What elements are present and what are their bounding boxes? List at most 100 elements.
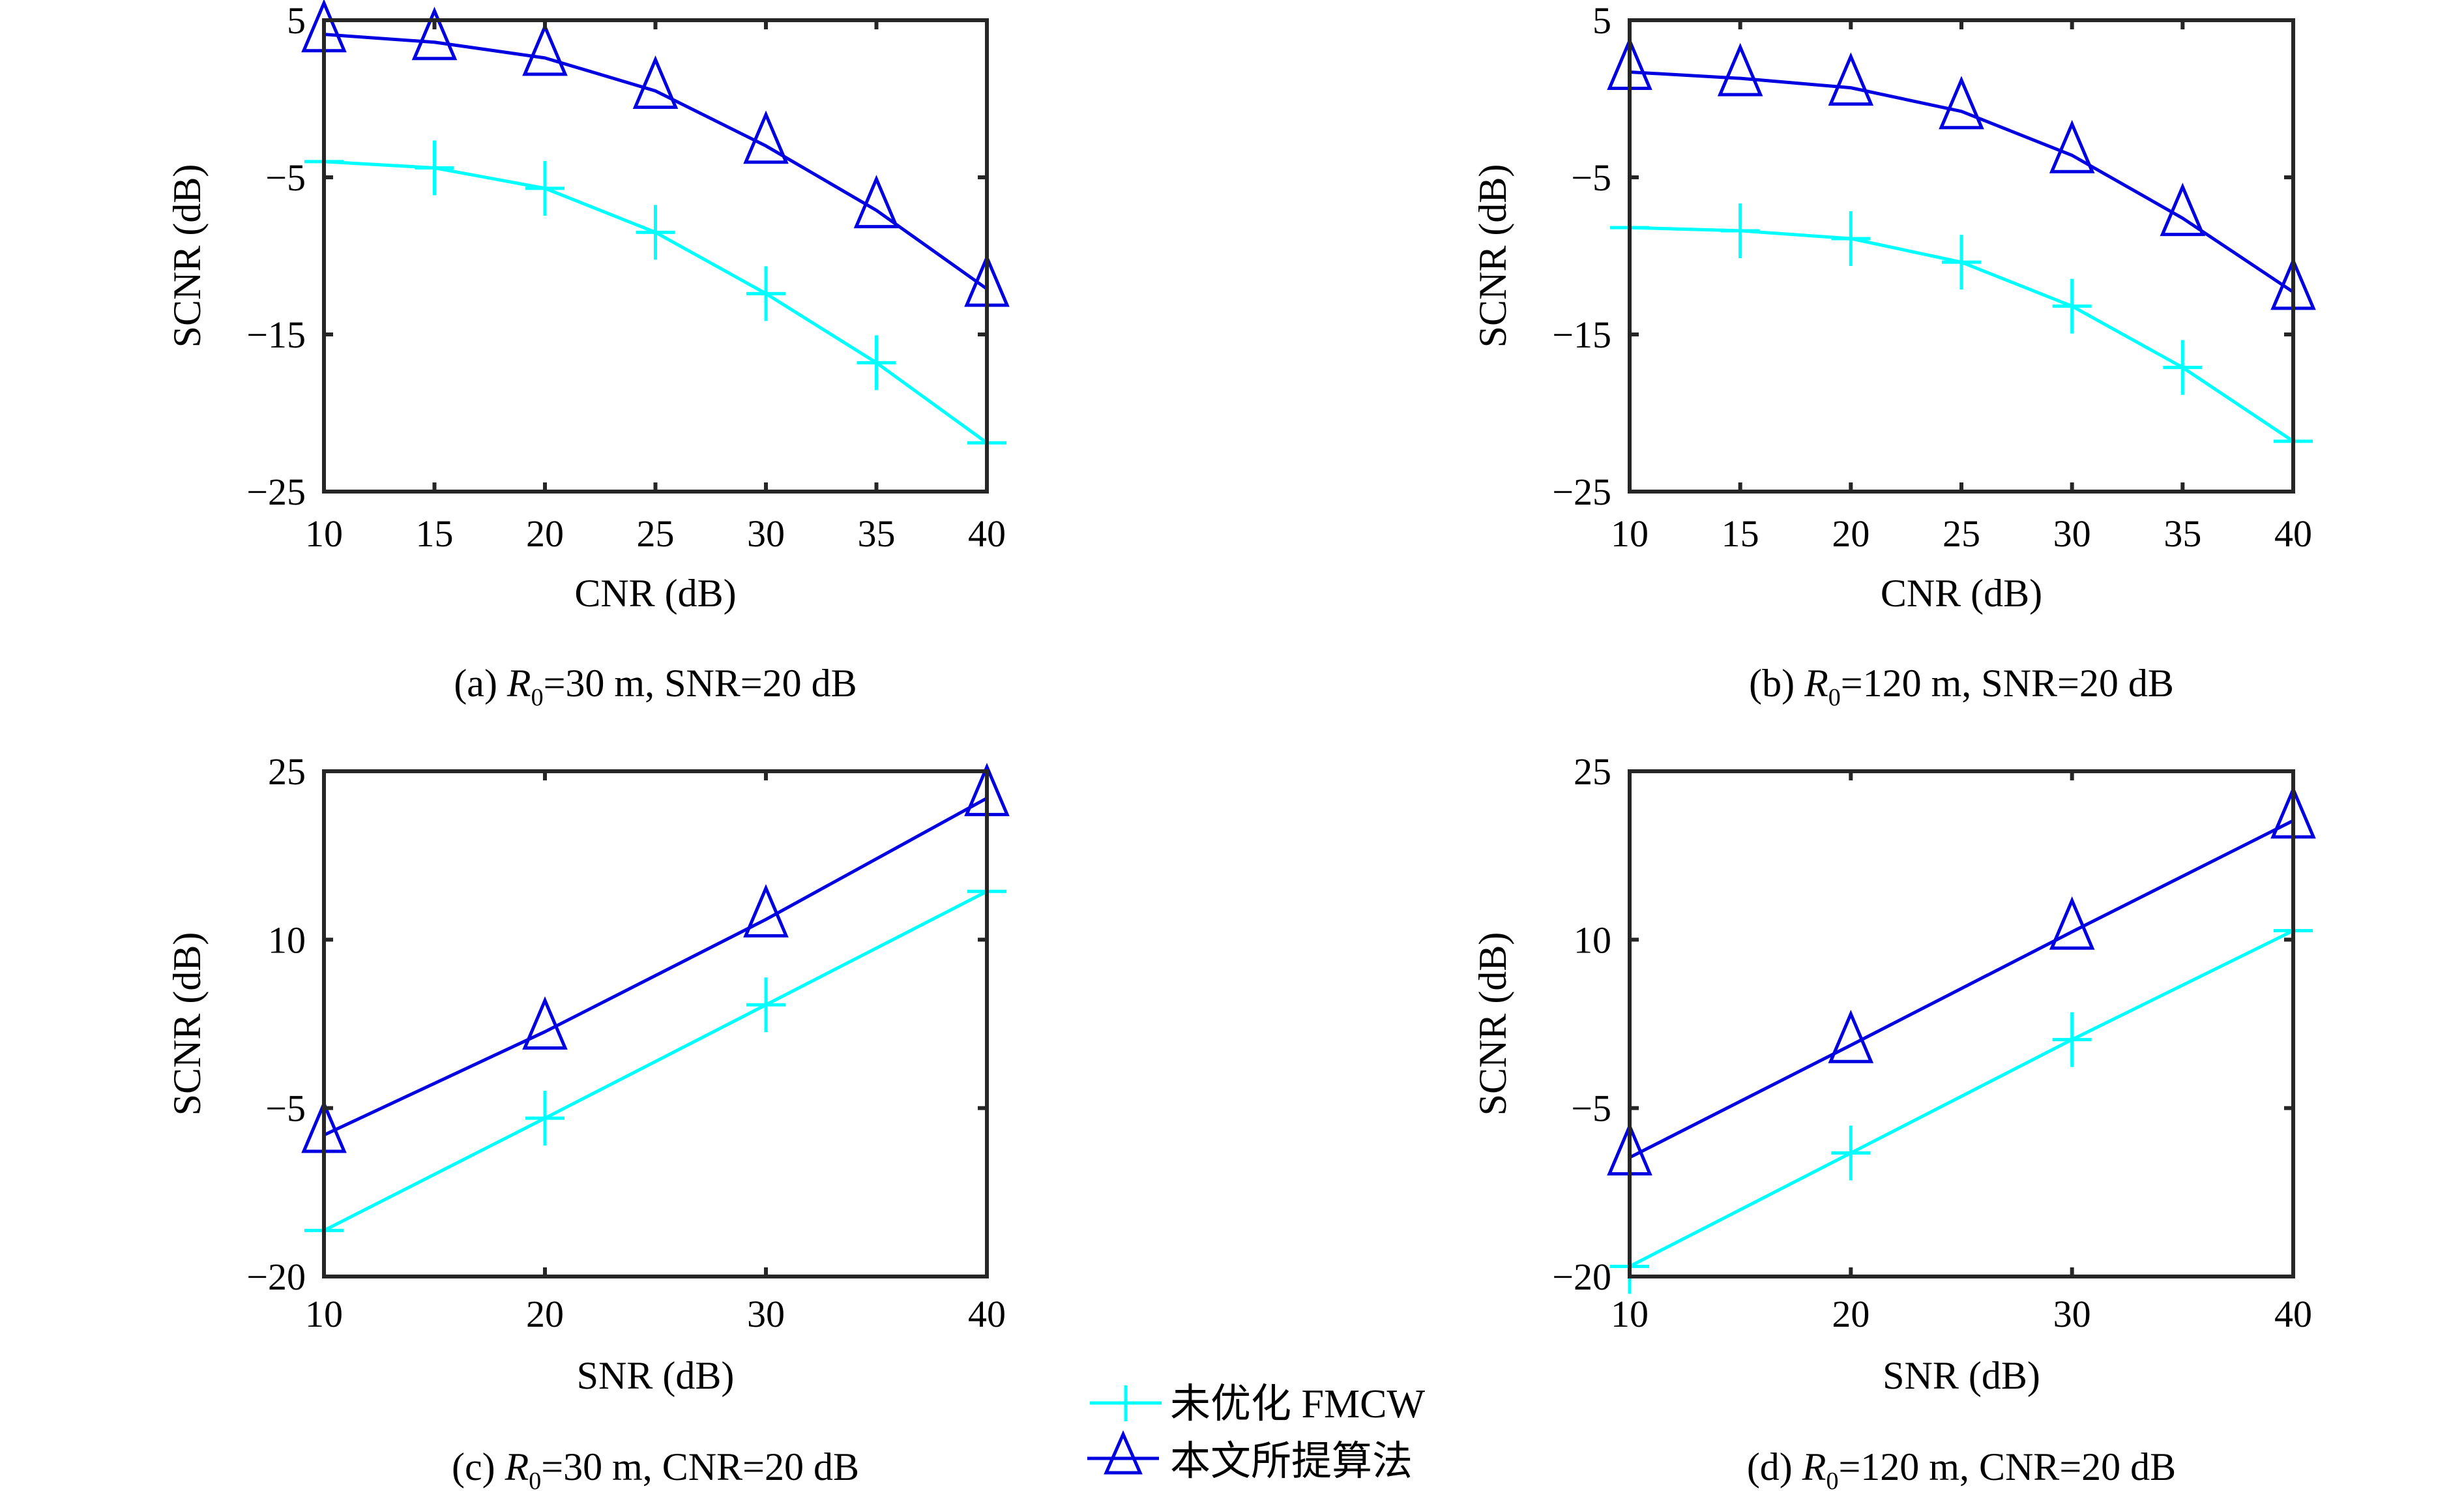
x-tick-label: 30 (747, 1293, 785, 1335)
legend-item-unoptimized: 未优化 FMCW (1090, 1382, 1425, 1426)
data-point-plus (1942, 235, 1981, 290)
x-tick-label: 30 (2053, 512, 2091, 555)
data-point-plus (1831, 211, 1871, 266)
legend: 未优化 FMCW 本文所提算法 (1087, 1382, 1425, 1484)
y-tick-label: 10 (1574, 919, 1611, 961)
x-axis-label: SNR (dB) (577, 1354, 735, 1397)
y-tick-label: −20 (246, 1256, 306, 1298)
x-tick-label: 35 (2163, 512, 2201, 555)
panel-a: 10 15 20 25 30 35 40 5 −5 −15 −25 CNR (dB) SCNR (dB)… (166, 0, 1010, 711)
series-unoptimized-fmcw (1610, 200, 2313, 469)
data-point-triangle (1939, 76, 1984, 130)
panel-caption: (a) R0=30 m, SNR=20 dB (454, 662, 857, 711)
data-point-triangle (522, 996, 568, 1050)
data-point-plus (636, 205, 675, 260)
series-proposed-algorithm (1607, 785, 2316, 1175)
data-point-plus (2052, 278, 2092, 334)
x-tick-label: 20 (526, 512, 564, 555)
x-tick-label: 20 (1832, 1293, 1870, 1335)
series-unoptimized-fmcw (1610, 903, 2313, 1294)
x-tick-label: 10 (1611, 1293, 1649, 1335)
data-point-triangle (2049, 119, 2095, 173)
series-line (323, 890, 988, 1232)
series-line (1628, 929, 2295, 1268)
y-axis-label: SCNR (dB) (1471, 164, 1514, 348)
data-point-triangle (1828, 52, 1874, 106)
x-tick-label: 40 (968, 1293, 1006, 1335)
y-tick-label: −25 (1552, 471, 1611, 513)
data-point-triangle (1717, 42, 1763, 96)
data-point-plus (746, 977, 785, 1033)
x-tick-label: 15 (416, 512, 454, 555)
legend-label-unoptimized: 未优化 FMCW (1170, 1382, 1425, 1426)
triangle-marker-icon (1104, 1430, 1143, 1475)
legend-label-proposed: 本文所提算法 (1170, 1439, 1413, 1484)
data-point-triangle (853, 175, 900, 229)
x-axis-label: SNR (dB) (1883, 1354, 2040, 1397)
x-tick-label: 35 (858, 512, 896, 555)
data-point-plus (857, 335, 896, 391)
series-proposed-algorithm (301, 0, 1010, 307)
y-tick-label: 5 (287, 0, 306, 42)
data-point-plus (2163, 340, 2203, 395)
data-point-triangle (522, 22, 568, 76)
y-tick-label: 25 (1574, 750, 1611, 793)
x-tick-label: 10 (305, 1293, 343, 1335)
y-tick-label: 25 (268, 750, 306, 793)
data-point-plus (415, 140, 454, 196)
x-axis-label: CNR (dB) (574, 572, 736, 615)
data-point-triangle (743, 883, 789, 937)
x-tick-label: 25 (637, 512, 675, 555)
x-tick-label: 40 (2274, 1293, 2312, 1335)
data-point-plus (1831, 1125, 1871, 1181)
y-tick-label: 10 (268, 919, 306, 961)
x-tick-label: 25 (1943, 512, 1980, 555)
data-point-triangle (411, 7, 458, 61)
data-point-plus (2052, 1012, 2092, 1067)
y-tick-label: −5 (265, 156, 306, 199)
x-tick-label: 10 (1611, 512, 1649, 555)
series-line (1629, 70, 2295, 294)
axes-frame (1628, 769, 2295, 1278)
series-unoptimized-fmcw (304, 864, 1006, 1258)
data-point-triangle (2160, 183, 2206, 237)
x-tick-label: 20 (1832, 512, 1870, 555)
y-tick-label: −15 (1552, 314, 1611, 356)
series-line (323, 797, 988, 1137)
y-tick-label: −5 (1571, 156, 1611, 199)
data-point-triangle (2049, 896, 2095, 950)
data-point-triangle (632, 55, 679, 109)
panel-caption: (b) R0=120 m, SNR=20 dB (1749, 662, 2174, 711)
axes-frame (322, 769, 989, 1278)
y-tick-label: −15 (246, 314, 306, 356)
data-point-plus (525, 160, 565, 216)
y-tick-label: −25 (246, 471, 306, 513)
data-point-plus (746, 266, 785, 321)
y-tick-label: −20 (1552, 1256, 1611, 1298)
panel-d: 10 20 30 40 25 10 −5 −20 SNR (dB) SCNR (dB) (d) R0… (1471, 750, 2316, 1491)
panel-caption: (c) R0=30 m, CNR=20 dB (452, 1445, 859, 1491)
series-unoptimized-fmcw (304, 134, 1006, 471)
data-point-triangle (1828, 1009, 1874, 1063)
panel-b: 10 15 20 25 30 35 40 5 −5 −15 −25 CNR (dB) SCNR (dB)… (1471, 0, 2316, 711)
y-axis-label: SCNR (dB) (1471, 932, 1514, 1116)
y-axis-label: SCNR (dB) (166, 164, 209, 348)
y-tick-label: −5 (1571, 1087, 1611, 1130)
data-point-plus (1720, 203, 1760, 258)
series-proposed-algorithm (301, 762, 1010, 1153)
y-tick-label: −5 (265, 1087, 306, 1130)
panels: 10 15 20 25 30 35 40 5 −5 −15 −25 CNR (dB) SCNR (dB)… (166, 0, 2316, 1491)
x-tick-label: 20 (526, 1293, 564, 1335)
panel-caption: (d) R0=120 m, CNR=20 dB (1747, 1445, 2176, 1491)
x-tick-label: 30 (747, 512, 785, 555)
x-tick-label: 30 (2053, 1293, 2091, 1335)
x-tick-label: 15 (1722, 512, 1759, 555)
series-line (323, 33, 988, 291)
data-point-triangle (743, 110, 789, 164)
data-point-plus (525, 1091, 565, 1146)
x-tick-label: 40 (2274, 512, 2312, 555)
legend-item-proposed: 本文所提算法 (1087, 1430, 1413, 1484)
x-axis-label: CNR (dB) (1881, 572, 2042, 615)
panel-c: 10 20 30 40 25 10 −5 −20 SNR (dB) SCNR (dB) (c) R0… (166, 750, 1010, 1491)
